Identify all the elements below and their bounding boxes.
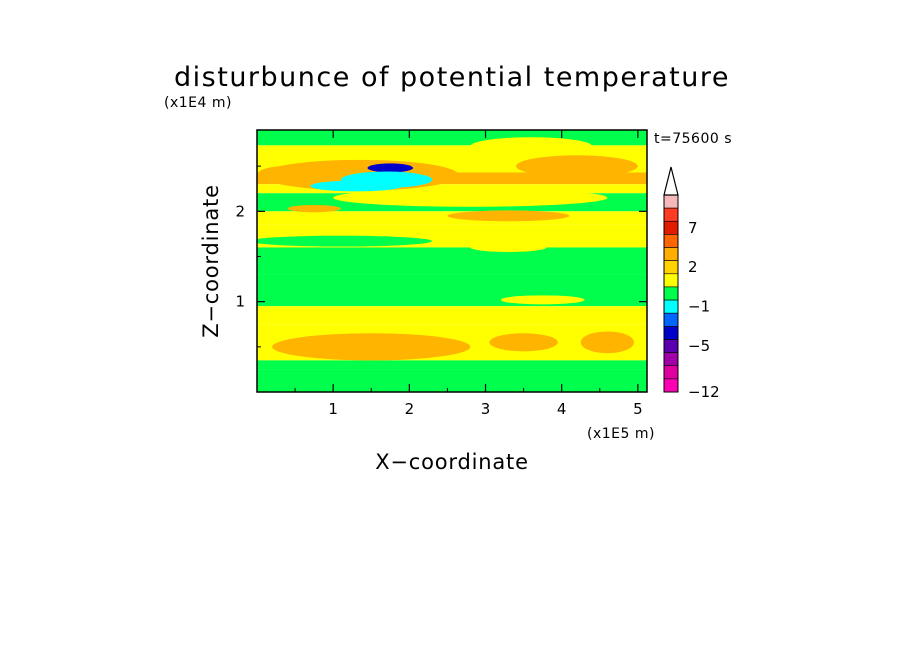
- colorbar-tick-label: −12: [688, 383, 720, 401]
- colorbar-tick-label: −5: [688, 337, 710, 355]
- colorbar-swatch: [663, 299, 679, 314]
- field-blob: [470, 137, 593, 156]
- y-tick-label: 2: [235, 202, 245, 220]
- colorbar-swatch: [663, 273, 679, 288]
- field-blob: [489, 333, 558, 352]
- field-blob: [580, 331, 635, 354]
- field-blob: [257, 235, 433, 247]
- plot-frame: [256, 129, 648, 393]
- chart-title: disturbunce of potential temperature: [174, 62, 730, 93]
- colorbar-swatch: [663, 247, 679, 261]
- colorbar-swatch: [663, 378, 679, 393]
- x-tick-label: 5: [633, 400, 643, 418]
- colorbar-swatch: [663, 312, 679, 327]
- colorbar-swatch: [663, 286, 679, 301]
- colorbar-swatch: [663, 365, 679, 380]
- colorbar-swatch: [663, 352, 679, 367]
- x-tick-label: 4: [557, 400, 567, 418]
- field-blob: [272, 333, 471, 361]
- field-blob: [367, 163, 414, 173]
- colorbar-tick-label: 7: [688, 219, 698, 237]
- contour-field: [257, 130, 647, 392]
- field-blob: [447, 210, 570, 222]
- field-band: [257, 247, 647, 275]
- field-band: [257, 184, 647, 194]
- field-blob: [515, 155, 638, 177]
- field-band: [257, 274, 647, 307]
- y-axis-label: Z−coordinate: [199, 184, 223, 338]
- y-axis-ticks: 12: [235, 165, 647, 348]
- field-band: [257, 369, 647, 392]
- colorbar-tick-label: 2: [688, 258, 698, 276]
- field-blob: [500, 295, 585, 305]
- field-band: [257, 211, 647, 225]
- time-label: t=75600 s: [654, 131, 732, 147]
- field-blob: [340, 171, 433, 188]
- x-tick-label: 2: [405, 400, 415, 418]
- colorbar-swatch: [663, 339, 679, 353]
- colorbar-swatch: [663, 260, 679, 275]
- colorbar-swatch: [663, 194, 679, 209]
- colorbar-swatch: [663, 220, 679, 235]
- colorbar-frame: [663, 194, 679, 393]
- y-unit-label: (x1E4 m): [164, 95, 232, 111]
- x-tick-label: 1: [328, 400, 338, 418]
- x-axis-ticks: 1 2 3 4 5: [294, 130, 643, 418]
- colorbar-swatch: [663, 207, 679, 222]
- x-axis-label: X−coordinate: [375, 450, 529, 474]
- field-blob: [333, 188, 608, 207]
- field-band: [257, 360, 647, 370]
- x-tick-label: 3: [481, 400, 491, 418]
- colorbar-extend-arrow: [663, 166, 679, 196]
- field-blob: [470, 242, 547, 252]
- field-band: [257, 130, 647, 146]
- y-tick-label: 1: [235, 293, 245, 311]
- field-blob: [287, 204, 341, 213]
- colorbar-swatch: [663, 326, 679, 340]
- x-unit-label: (x1E5 m): [587, 426, 655, 442]
- colorbar-tick-label: −1: [688, 298, 710, 316]
- colorbar: 7 2 −1 −5 −12: [663, 166, 720, 401]
- field-band: [257, 306, 647, 325]
- colorbar-swatch: [663, 234, 679, 248]
